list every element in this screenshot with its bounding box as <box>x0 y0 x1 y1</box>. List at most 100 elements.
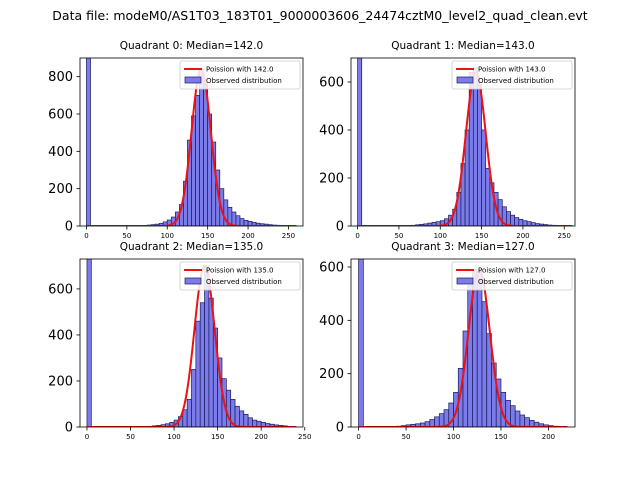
histogram-bar <box>510 405 516 427</box>
histogram-bar <box>476 269 483 427</box>
x-tick-label: 100 <box>167 433 180 441</box>
legend: Poission with 127.0 Observed distribution <box>451 261 573 291</box>
x-tick-label: 150 <box>475 232 488 240</box>
panel-quadrant-1: Quadrant 1: Median=143.0 0 50 100 150 200 250 0… <box>319 40 576 240</box>
panel-quadrant-3: Quadrant 3: Median=127.0 0 50 100 150 200 0 200… <box>319 241 576 441</box>
figure-suptitle: Data file: modeM0/AS1T03_183T01_90000036… <box>52 8 587 23</box>
histogram-bar <box>519 414 526 427</box>
x-tick-label: 200 <box>241 232 254 240</box>
histogram-bar <box>434 416 440 427</box>
y-tick-label: 600 <box>48 282 73 297</box>
plot-area <box>358 259 568 427</box>
histogram-bar <box>239 410 245 427</box>
histogram-bar <box>481 301 488 427</box>
panel-title: Quadrant 0: Median=142.0 <box>120 40 263 52</box>
y-tick-label: 600 <box>48 108 73 123</box>
y-tick-label: 200 <box>319 172 344 187</box>
legend-frame <box>451 261 573 291</box>
legend-label-poisson: Poission with 135.0 <box>206 267 274 275</box>
x-tick-label: 200 <box>255 433 268 441</box>
x-tick-label: 0 <box>84 232 88 240</box>
histogram-bar <box>514 410 521 427</box>
histogram-bar <box>357 58 363 226</box>
histogram-bar <box>510 214 516 226</box>
histogram-bar <box>438 413 445 427</box>
x-tick-label: 250 <box>298 433 311 441</box>
legend-label-poisson: Poission with 143.0 <box>478 66 546 74</box>
legend-bar-swatch <box>456 277 474 285</box>
legend-label-observed: Observed distribution <box>478 77 554 85</box>
y-tick-label: 0 <box>65 421 73 436</box>
histogram-bar <box>86 58 91 226</box>
histogram-bar <box>239 218 245 226</box>
histogram-bar <box>243 413 249 427</box>
histogram-bar <box>199 302 205 427</box>
axes-frame <box>79 258 304 428</box>
histogram-bar <box>203 83 209 226</box>
histogram-bar <box>86 259 92 427</box>
legend-frame <box>451 60 573 90</box>
histogram-bar <box>191 369 197 427</box>
legend-bar-swatch <box>456 76 474 84</box>
histogram-bar <box>247 417 253 427</box>
legend-bar-swatch <box>184 76 202 84</box>
y-tick-label: 200 <box>48 374 73 389</box>
x-tick-label: 50 <box>122 232 131 240</box>
x-tick-label: 200 <box>516 232 529 240</box>
x-tick-label: 0 <box>355 232 359 240</box>
poisson-curve <box>357 71 573 226</box>
histogram-bar <box>186 399 192 427</box>
y-tick-label: 200 <box>319 367 344 382</box>
x-tick-label: 150 <box>211 433 224 441</box>
histogram-bar <box>429 419 435 427</box>
y-tick-label: 600 <box>319 76 344 91</box>
x-tick-label: 100 <box>161 232 174 240</box>
legend-frame <box>179 60 301 90</box>
x-tick-label: 100 <box>434 232 447 240</box>
y-tick-label: 0 <box>65 220 73 235</box>
legend-label-poisson: Poission with 127.0 <box>478 267 546 275</box>
histogram-bar <box>477 84 482 226</box>
legend: Poission with 135.0 Observed distribution <box>179 261 301 291</box>
legend-label-observed: Observed distribution <box>206 278 282 286</box>
legend: Poission with 142.0 Observed distribution <box>179 60 301 90</box>
histogram-bar <box>195 94 200 226</box>
plot-area <box>86 259 297 427</box>
x-tick-label: 200 <box>542 433 555 441</box>
x-tick-label: 0 <box>85 433 89 441</box>
y-tick-label: 200 <box>48 182 73 197</box>
y-tick-label: 400 <box>319 314 344 329</box>
legend-label-observed: Observed distribution <box>206 77 282 85</box>
axes-frame <box>350 258 576 428</box>
histogram-bar <box>235 215 241 226</box>
poisson-curve <box>86 264 297 427</box>
histogram-bar <box>195 320 201 427</box>
legend-bar-swatch <box>184 277 202 285</box>
histogram-bar <box>358 259 364 427</box>
poisson-curve <box>86 68 297 226</box>
y-tick-label: 800 <box>48 70 73 85</box>
histogram-bar <box>485 168 491 226</box>
histogram-bar <box>481 129 487 226</box>
poisson-curve <box>358 268 568 427</box>
histogram-bar <box>199 68 204 226</box>
x-tick-label: 0 <box>356 433 360 441</box>
x-tick-label: 50 <box>126 433 135 441</box>
histogram-bar <box>472 67 478 226</box>
legend: Poission with 143.0 Observed distribution <box>451 60 573 90</box>
x-tick-label: 50 <box>394 232 403 240</box>
panel-title: Quadrant 1: Median=143.0 <box>391 40 534 52</box>
panel-title: Quadrant 3: Median=127.0 <box>391 241 534 253</box>
histogram-bar <box>524 417 530 427</box>
panel-quadrant-2: Quadrant 2: Median=135.0 0 50 100 150 200 250 0… <box>48 241 311 441</box>
y-tick-label: 0 <box>336 421 344 436</box>
y-tick-label: 400 <box>319 124 344 139</box>
panel-title: Quadrant 2: Median=135.0 <box>120 241 263 253</box>
x-tick-label: 150 <box>494 433 507 441</box>
x-tick-label: 100 <box>447 433 460 441</box>
histogram-bar <box>506 211 511 226</box>
histogram-bar <box>234 405 240 427</box>
legend-label-observed: Observed distribution <box>478 278 554 286</box>
x-tick-label: 250 <box>558 232 571 240</box>
histogram-bar <box>252 419 258 427</box>
